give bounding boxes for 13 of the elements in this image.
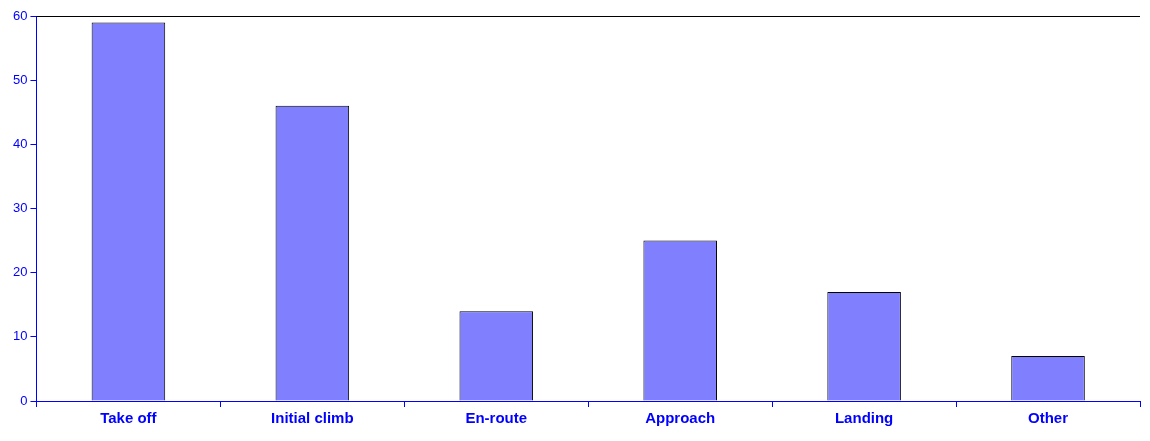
y-tick-label: 10	[12, 328, 28, 344]
y-tick-label: 60	[12, 7, 28, 23]
x-tick-label: Landing	[834, 409, 894, 427]
y-tick-label: 20	[12, 264, 28, 280]
x-tick-label: Approach	[645, 409, 716, 427]
y-tick-label: 30	[12, 200, 28, 216]
x-tick-label: En-route	[465, 409, 528, 427]
y-tick-label: 0	[20, 392, 28, 408]
x-tick-label: Initial climb	[271, 409, 354, 427]
y-tick-label: 50	[12, 71, 28, 87]
y-tick-label: 40	[12, 135, 28, 151]
x-tick-label: Other	[1028, 409, 1069, 427]
x-tick-label: Take off	[100, 409, 158, 427]
